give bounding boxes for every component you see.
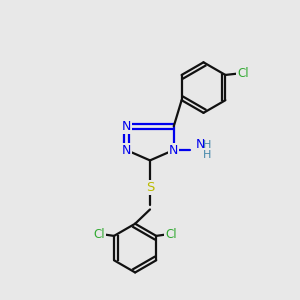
Text: H: H xyxy=(203,140,211,150)
Text: Cl: Cl xyxy=(237,67,249,80)
Text: N: N xyxy=(122,143,131,157)
Text: N: N xyxy=(122,120,131,133)
Text: S: S xyxy=(146,181,154,194)
Text: N: N xyxy=(169,143,178,157)
Text: Cl: Cl xyxy=(165,228,177,241)
Text: H: H xyxy=(203,150,211,160)
Text: Cl: Cl xyxy=(93,228,105,241)
Text: N: N xyxy=(196,138,205,151)
